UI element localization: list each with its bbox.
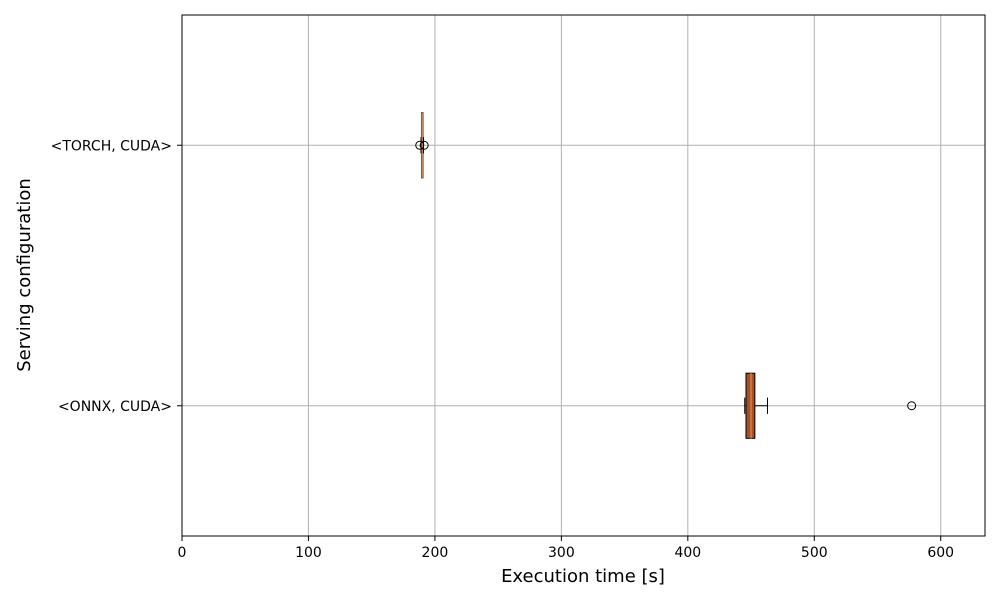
box-0 — [744, 372, 917, 439]
y-tick-label: <ONNX, CUDA> — [58, 399, 172, 415]
plot-frame — [181, 14, 986, 537]
grid-lines — [181, 15, 985, 536]
x-tick-label: 600 — [927, 545, 954, 561]
x-tick-label: 300 — [548, 545, 575, 561]
box-series — [415, 112, 917, 439]
y-axis-ticks: <ONNX, CUDA> <TORCH, CUDA> — [51, 138, 182, 415]
x-tick-label: 500 — [801, 545, 828, 561]
outlier-point — [415, 140, 425, 150]
box-1 — [415, 112, 429, 179]
x-axis-ticks: 0 100 200 300 400 500 600 — [178, 536, 954, 561]
y-axis-label: Serving configuration — [14, 178, 35, 372]
x-tick-label: 100 — [295, 545, 322, 561]
x-tick-label: 200 — [422, 545, 449, 561]
x-tick-label: 0 — [178, 545, 187, 561]
y-tick-label: <TORCH, CUDA> — [51, 138, 172, 154]
x-tick-label: 400 — [674, 545, 701, 561]
outlier-point — [419, 140, 429, 150]
x-axis-label: Execution time [s] — [501, 566, 665, 587]
outlier-point — [907, 401, 917, 411]
